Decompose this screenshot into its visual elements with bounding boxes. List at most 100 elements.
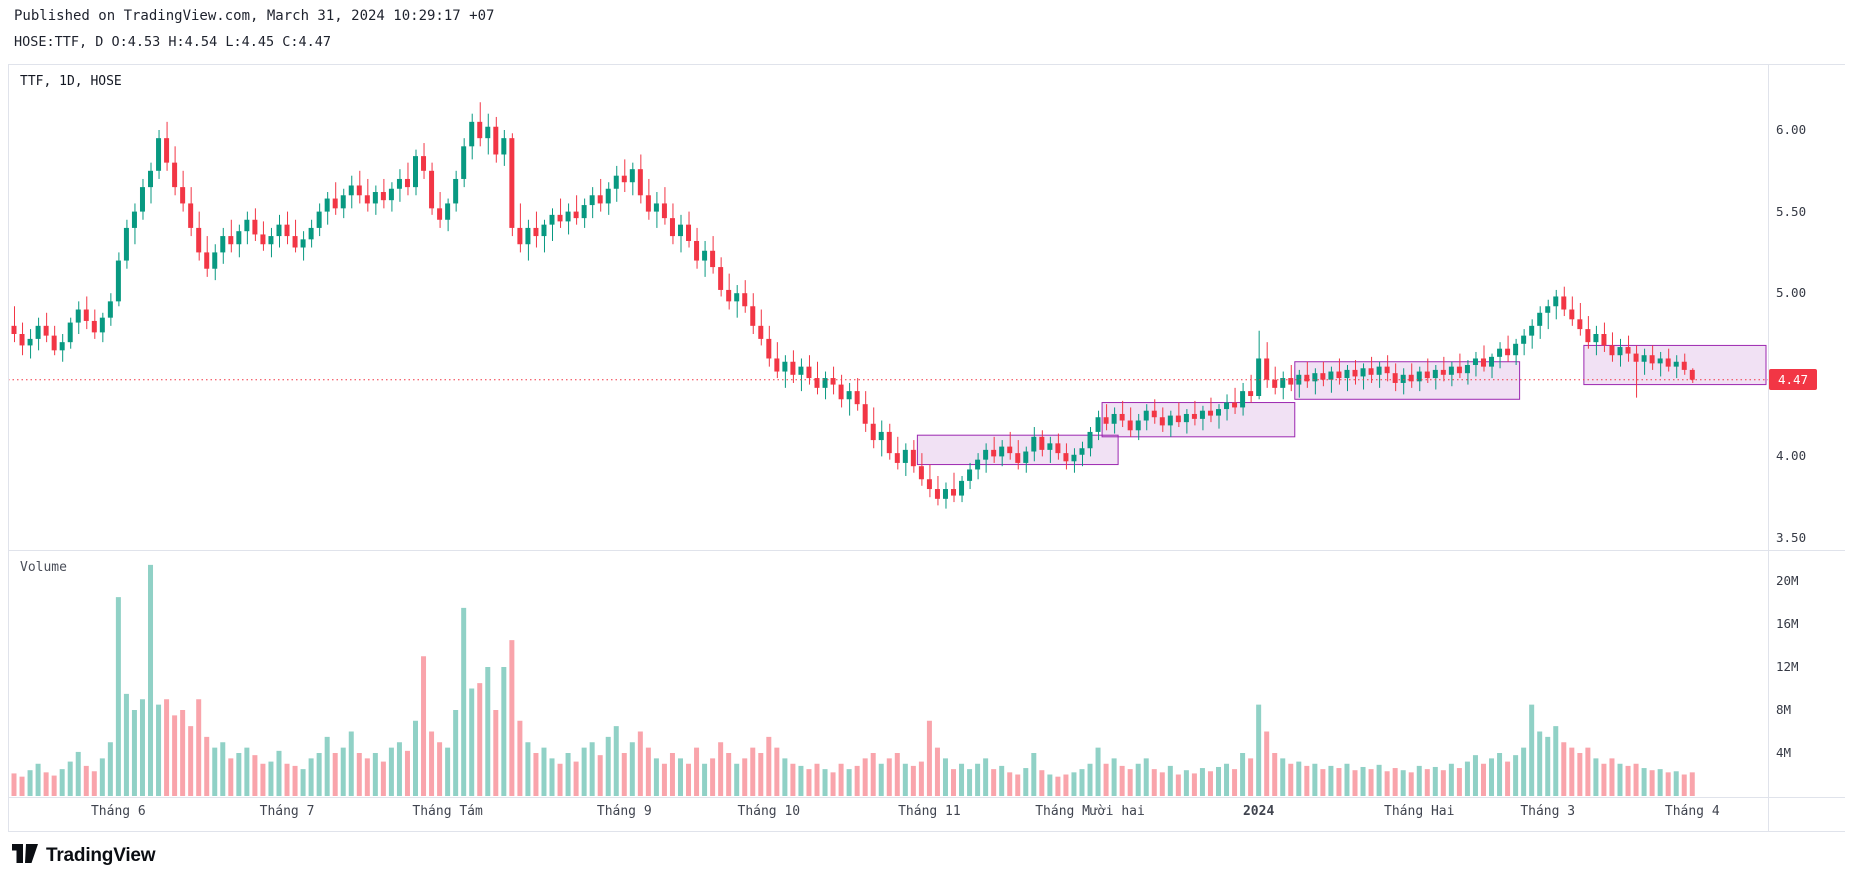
volume-bar xyxy=(774,747,780,796)
volume-bar xyxy=(1167,765,1173,796)
volume-bar xyxy=(541,747,547,796)
candle-body xyxy=(236,231,242,245)
volume-bar xyxy=(35,763,41,796)
volume-bar xyxy=(742,758,748,796)
candle-body xyxy=(396,178,402,189)
candle-body xyxy=(276,224,282,237)
volume-bar xyxy=(533,753,539,796)
candle-body xyxy=(1352,369,1358,377)
candle-body xyxy=(244,219,250,232)
candle-body xyxy=(421,156,427,171)
volume-bar xyxy=(67,761,73,796)
candle-body xyxy=(878,431,884,441)
candle-body xyxy=(686,224,692,241)
volume-bar xyxy=(1657,769,1663,796)
candle-body xyxy=(51,335,57,351)
volume-bar xyxy=(1103,763,1109,796)
volume-bar xyxy=(1641,768,1647,796)
candle-body xyxy=(710,250,716,268)
volume-bar xyxy=(308,758,314,796)
candle-body xyxy=(902,449,908,463)
volume-bar xyxy=(236,753,242,796)
candle-body xyxy=(1015,453,1021,463)
candle-body xyxy=(91,320,97,333)
volume-bar xyxy=(854,765,860,796)
time-tick-label: Tháng 4 xyxy=(1664,804,1720,819)
candle-body xyxy=(1304,374,1310,382)
volume-bar xyxy=(589,742,595,796)
volume-tick-label: 8M xyxy=(1776,702,1792,717)
volume-bar xyxy=(324,736,330,796)
candle-body xyxy=(814,378,820,388)
candle-body xyxy=(67,322,73,343)
volume-bar xyxy=(204,736,210,796)
time-tick-label: Tháng Tám xyxy=(412,804,483,819)
volume-bar xyxy=(316,753,322,796)
volume-bar xyxy=(1633,763,1639,796)
candle-body xyxy=(380,192,386,201)
volume-bar xyxy=(1472,755,1478,796)
candle-body xyxy=(131,211,137,228)
candle-body xyxy=(549,214,555,225)
volume-bar xyxy=(959,763,965,796)
volume-bar xyxy=(268,761,274,796)
volume-bar xyxy=(1585,747,1591,796)
volume-bar xyxy=(1497,753,1503,796)
candle-body xyxy=(1087,431,1093,449)
volume-bar xyxy=(51,775,57,796)
candle-body xyxy=(959,480,965,496)
volume-bar xyxy=(565,753,571,796)
candle-body xyxy=(991,449,997,457)
candle-body xyxy=(983,449,989,460)
volume-bar xyxy=(413,720,418,796)
candle-body xyxy=(870,423,876,441)
volume-bar xyxy=(284,763,290,796)
volume-bar xyxy=(1617,763,1623,796)
candle-body xyxy=(156,138,162,171)
candle-body xyxy=(1007,446,1013,454)
candle-body xyxy=(1191,413,1197,419)
volume-bar xyxy=(1569,747,1575,796)
volume-bar xyxy=(1071,772,1077,796)
volume-bar xyxy=(1143,758,1149,796)
volume-bar xyxy=(1448,763,1454,796)
volume-bar xyxy=(1087,763,1093,796)
volume-bar xyxy=(661,763,667,796)
candle-body xyxy=(372,192,378,204)
candle-body xyxy=(453,178,459,204)
volume-bar xyxy=(83,765,89,796)
candle-body xyxy=(1601,334,1607,346)
candle-body xyxy=(613,175,619,189)
price-tick-label: 3.50 xyxy=(1776,530,1807,545)
volume-bar xyxy=(1320,769,1326,796)
candle-body xyxy=(1256,358,1262,397)
volume-bar xyxy=(694,747,700,796)
candle-body xyxy=(1079,448,1085,455)
volume-bar xyxy=(1111,758,1117,796)
volume-bar xyxy=(1384,771,1390,796)
volume-tick-label: 4M xyxy=(1776,745,1792,760)
volume-bar xyxy=(878,763,884,796)
volume-bar xyxy=(453,710,459,796)
volume-bar xyxy=(1649,770,1655,796)
volume-bar xyxy=(429,731,435,796)
volume-bar xyxy=(1352,770,1358,796)
volume-bar xyxy=(766,736,772,796)
candle-body xyxy=(1593,334,1599,343)
candle-body xyxy=(316,211,322,228)
candle-body xyxy=(485,126,491,139)
candle-body xyxy=(107,301,113,318)
candle-body xyxy=(477,121,483,139)
candle-body xyxy=(1055,443,1061,454)
symbol-ohlc-line: HOSE:TTF, D O:4.53 H:4.54 L:4.45 C:4.47 xyxy=(14,34,331,50)
candle-body xyxy=(605,188,611,204)
time-tick-label: Tháng 11 xyxy=(898,804,961,819)
volume-bar xyxy=(1151,769,1157,796)
candle-body xyxy=(951,489,957,496)
candle-body xyxy=(1392,373,1398,383)
candle-body xyxy=(1585,329,1591,343)
candle-body xyxy=(694,240,700,261)
candle-body xyxy=(798,366,804,375)
candle-body xyxy=(734,293,740,302)
